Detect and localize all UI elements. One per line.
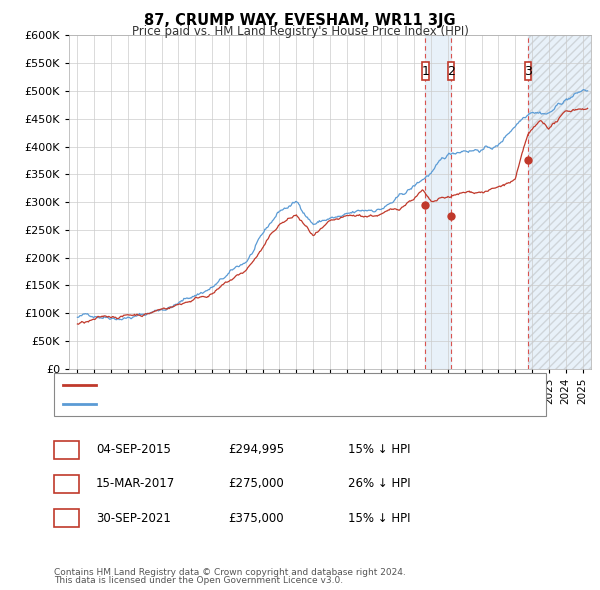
Text: Price paid vs. HM Land Registry's House Price Index (HPI): Price paid vs. HM Land Registry's House … — [131, 25, 469, 38]
Text: 26% ↓ HPI: 26% ↓ HPI — [348, 477, 410, 490]
Text: 87, CRUMP WAY, EVESHAM, WR11 3JG: 87, CRUMP WAY, EVESHAM, WR11 3JG — [144, 13, 456, 28]
Text: 1: 1 — [63, 443, 70, 456]
FancyBboxPatch shape — [422, 62, 428, 80]
Bar — [425, 35, 451, 369]
Bar — [528, 35, 591, 369]
Text: 3: 3 — [524, 65, 532, 78]
Text: 87, CRUMP WAY, EVESHAM, WR11 3JG (detached house): 87, CRUMP WAY, EVESHAM, WR11 3JG (detach… — [102, 381, 410, 391]
Text: 3: 3 — [63, 512, 70, 525]
Text: 04-SEP-2015: 04-SEP-2015 — [96, 443, 171, 456]
FancyBboxPatch shape — [524, 62, 531, 80]
Text: 15% ↓ HPI: 15% ↓ HPI — [348, 512, 410, 525]
Bar — [528, 35, 591, 369]
Text: £294,995: £294,995 — [228, 443, 284, 456]
Text: 30-SEP-2021: 30-SEP-2021 — [96, 512, 171, 525]
Text: 15% ↓ HPI: 15% ↓ HPI — [348, 443, 410, 456]
Text: Contains HM Land Registry data © Crown copyright and database right 2024.: Contains HM Land Registry data © Crown c… — [54, 568, 406, 577]
Text: HPI: Average price, detached house, Wychavon: HPI: Average price, detached house, Wych… — [102, 399, 361, 409]
Text: £275,000: £275,000 — [228, 477, 284, 490]
Text: This data is licensed under the Open Government Licence v3.0.: This data is licensed under the Open Gov… — [54, 576, 343, 585]
FancyBboxPatch shape — [448, 62, 454, 80]
Text: £375,000: £375,000 — [228, 512, 284, 525]
Text: 2: 2 — [448, 65, 455, 78]
Text: 1: 1 — [422, 65, 430, 78]
Text: 2: 2 — [63, 477, 70, 490]
Text: 15-MAR-2017: 15-MAR-2017 — [96, 477, 175, 490]
